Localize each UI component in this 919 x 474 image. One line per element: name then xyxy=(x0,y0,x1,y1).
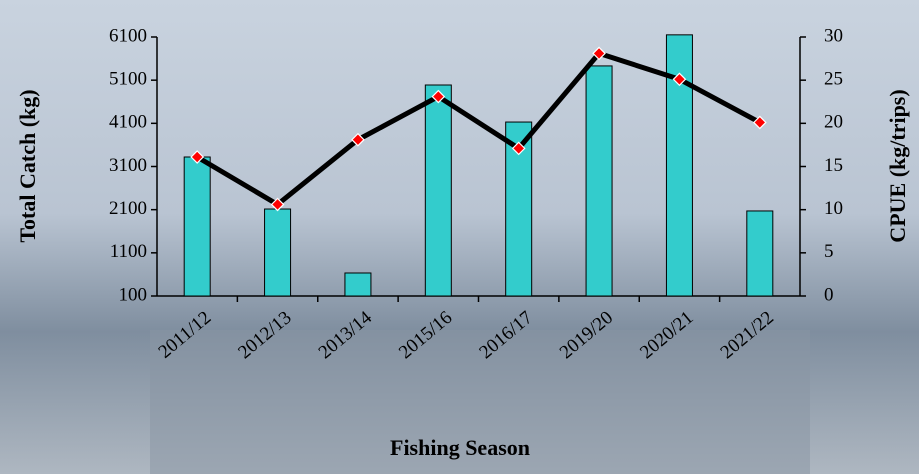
y2-tick-label: 15 xyxy=(824,155,843,176)
y2-tick-label: 10 xyxy=(824,198,843,219)
bar xyxy=(747,211,773,296)
x-axis-title: Fishing Season xyxy=(390,435,530,460)
y2-tick-label: 30 xyxy=(824,25,843,46)
y2-tick-label: 0 xyxy=(824,284,834,305)
bar xyxy=(586,66,612,296)
y-axis-title: Total Catch (kg) xyxy=(15,89,40,242)
y2-tick-label: 20 xyxy=(824,112,843,133)
y-tick-label: 3100 xyxy=(109,155,147,176)
bar xyxy=(345,273,371,296)
y-tick-label: 2100 xyxy=(109,198,147,219)
y2-axis-title: CPUE (kg/trips) xyxy=(885,89,910,242)
y2-tick-label: 5 xyxy=(824,241,834,262)
y2-tick-label: 25 xyxy=(824,69,843,90)
chart: Fishing Season Total Catch (kg) CPUE (kg… xyxy=(0,0,919,474)
y-tick-label: 100 xyxy=(119,284,148,305)
y-tick-label: 1100 xyxy=(110,241,147,262)
y-tick-label: 4100 xyxy=(109,112,147,133)
bar xyxy=(265,209,291,296)
y-tick-label: 5100 xyxy=(109,69,147,90)
y-tick-label: 6100 xyxy=(109,25,147,46)
bar xyxy=(184,157,210,296)
bar xyxy=(425,85,451,296)
